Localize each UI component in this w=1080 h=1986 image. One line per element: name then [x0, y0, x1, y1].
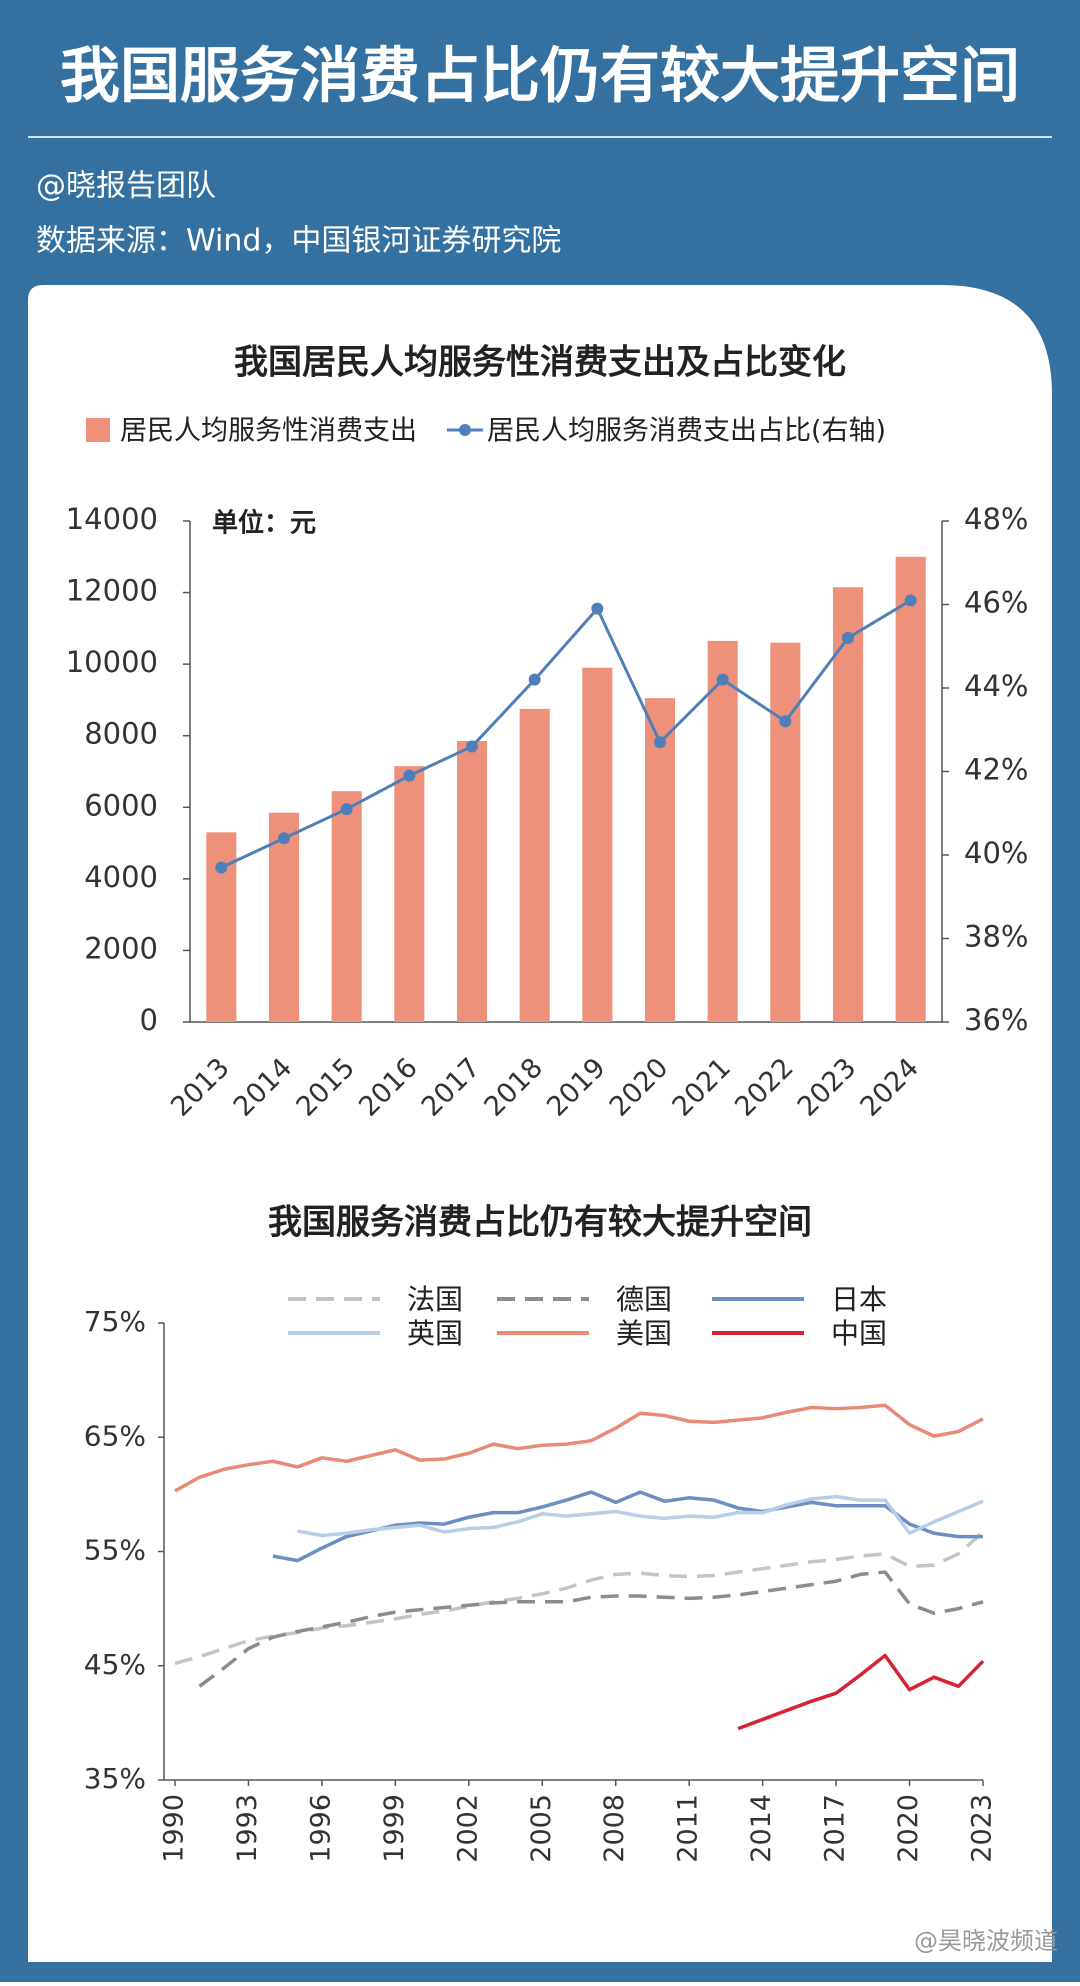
y2-tick-label: 38% [964, 920, 1028, 954]
bar [268, 812, 300, 1022]
header-title: 我国服务消费占比仍有较大提升空间 [60, 42, 1020, 112]
y-tick-label: 65% [84, 1419, 146, 1452]
annotation: 单位：元 [212, 508, 316, 539]
point [591, 602, 604, 615]
point [528, 673, 541, 686]
y-tick-label: 0 [140, 1003, 158, 1037]
y-tick-label: 14000 [66, 502, 158, 536]
line [174, 1530, 985, 1666]
bar [770, 642, 801, 1022]
point [278, 832, 290, 845]
legend-label: 英国 [407, 1317, 463, 1350]
line [737, 1653, 985, 1731]
x-tick-label: 2008 [599, 1794, 630, 1863]
y2-tick-label: 36% [964, 1003, 1028, 1037]
point [403, 769, 416, 782]
point [842, 631, 854, 644]
point [215, 861, 228, 874]
y2-tick-label: 46% [964, 586, 1028, 620]
y-tick-label: 8000 [84, 717, 158, 751]
legend-label: 德国 [616, 1283, 672, 1316]
y-tick-label: 45% [84, 1648, 146, 1681]
y2-tick-label: 40% [964, 836, 1028, 870]
x-tick-label: 1996 [305, 1794, 336, 1863]
legend-label: 美国 [616, 1317, 672, 1350]
point [654, 736, 666, 749]
x-tick-label: 2020 [893, 1794, 924, 1863]
bar [456, 741, 488, 1022]
y-tick-label: 75% [84, 1305, 146, 1338]
bar [832, 587, 864, 1022]
y-tick-label: 2000 [84, 931, 158, 965]
bar [519, 708, 550, 1022]
bar [394, 766, 425, 1022]
x-tick-label: 2017 [820, 1794, 851, 1863]
legend-swatch [459, 424, 471, 436]
legend-swatch [86, 418, 110, 442]
legend-label: 日本 [831, 1283, 887, 1316]
bar [707, 640, 738, 1022]
point [466, 740, 478, 753]
point [779, 715, 792, 728]
x-tick-label: 2023 [967, 1794, 998, 1863]
y-tick-label: 4000 [84, 860, 158, 894]
y2-tick-label: 48% [964, 502, 1028, 536]
author: @晓报告团队 [36, 169, 216, 204]
point [340, 803, 353, 816]
bar [206, 832, 237, 1022]
bar [582, 667, 613, 1022]
y2-tick-label: 44% [964, 669, 1028, 703]
x-tick-label: 2002 [452, 1794, 483, 1863]
bar [644, 698, 676, 1022]
line [198, 1570, 984, 1688]
legend-label: 居民人均服务消费支出占比(右轴) [487, 416, 886, 447]
point [716, 673, 729, 686]
source: 数据来源：Wind，中国银河证券研究院 [36, 224, 561, 259]
y-tick-label: 6000 [84, 788, 158, 822]
line [297, 1494, 984, 1538]
y-tick-label: 12000 [66, 574, 158, 608]
bar [895, 556, 926, 1022]
watermark: @昊晓波频道 [914, 1927, 1058, 1955]
chart-title: 我国服务消费占比仍有较大提升空间 [268, 1203, 812, 1243]
bar [331, 791, 362, 1022]
x-tick-label: 1993 [232, 1794, 263, 1863]
chart-title: 我国居民人均服务性消费支出及占比变化 [234, 343, 846, 383]
legend-label: 法国 [407, 1283, 463, 1316]
x-tick-label: 2014 [746, 1794, 777, 1863]
card [28, 285, 1052, 1962]
x-tick-label: 2005 [526, 1794, 557, 1863]
y-tick-label: 35% [84, 1762, 146, 1795]
line [174, 1403, 984, 1493]
x-tick-label: 2011 [673, 1794, 704, 1863]
y-tick-label: 55% [84, 1534, 146, 1567]
x-tick-label: 1999 [379, 1794, 410, 1863]
line [220, 599, 912, 869]
legend-label: 居民人均服务性消费支出 [120, 416, 417, 447]
x-tick-label: 1990 [159, 1794, 190, 1863]
chart-service-share: 我国服务消费占比仍有较大提升空间 35% 45% 55% 65% 75% 1990 1993 1… [84, 1203, 998, 1863]
legend-label: 中国 [831, 1317, 887, 1350]
point [904, 594, 917, 607]
y2-tick-label: 42% [964, 753, 1028, 787]
y-tick-label: 10000 [66, 645, 158, 679]
